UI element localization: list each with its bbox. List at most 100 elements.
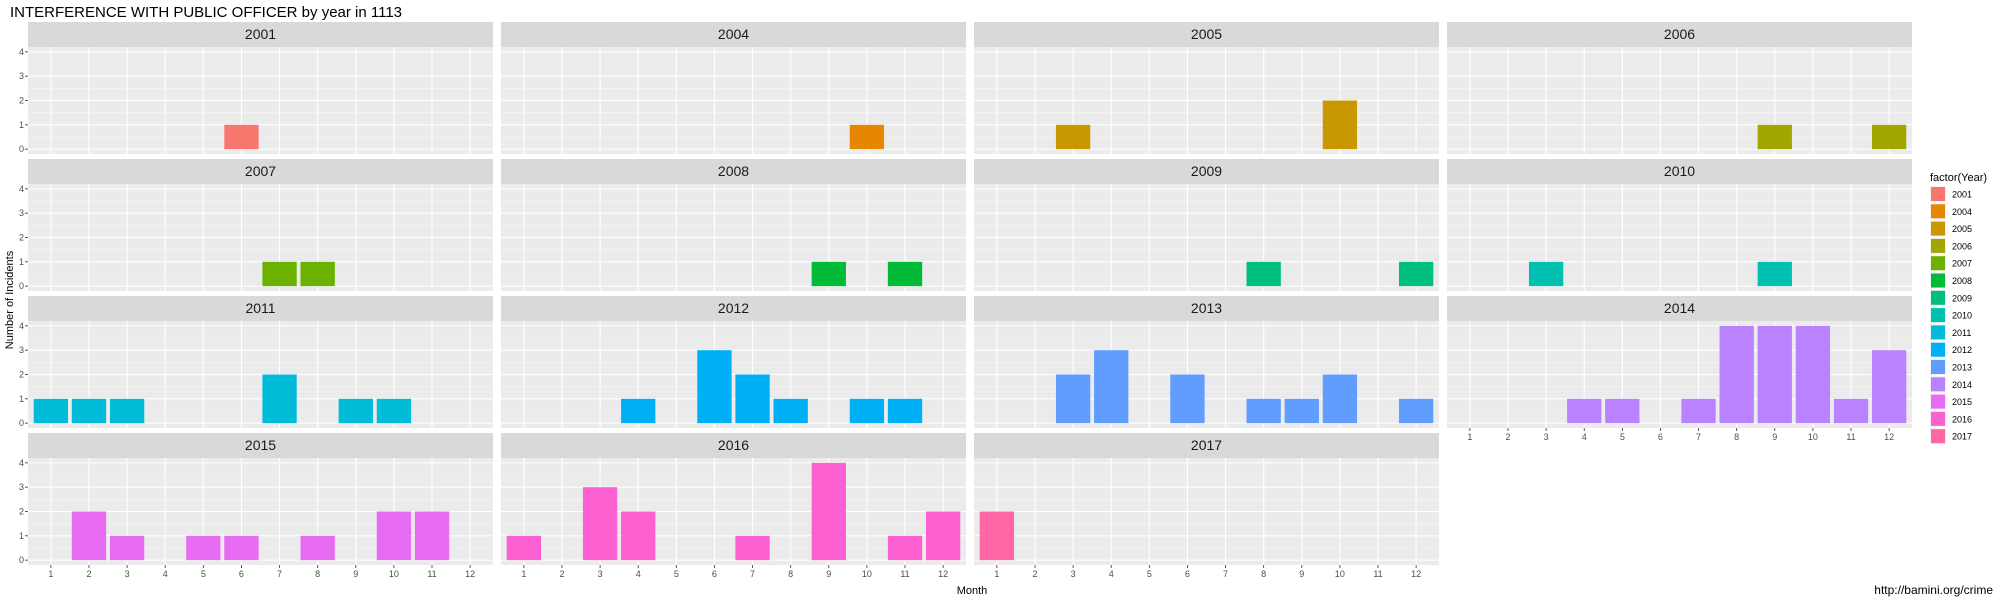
x-axis-title: Month	[957, 585, 988, 597]
facet-strip	[28, 22, 493, 47]
bar-2016-3	[582, 487, 618, 561]
legend-swatch-2017	[1931, 429, 1945, 444]
bar-2012-8	[773, 398, 808, 424]
x-tick-label: 8	[1734, 432, 1739, 442]
x-tick-label: 9	[353, 569, 358, 579]
bar-2015-6	[224, 535, 259, 561]
facet-strip-label: 2005	[1191, 26, 1222, 42]
bar-2014-5	[1605, 398, 1640, 424]
x-tick-label: 9	[1299, 569, 1304, 579]
bar-2016-11	[887, 535, 923, 561]
y-tick-label: 4	[19, 184, 24, 194]
legend-label-2013: 2013	[1952, 363, 1972, 373]
x-tick-label: 8	[315, 569, 320, 579]
bar-2009-12	[1398, 261, 1434, 287]
facet-panel-2004: 2004	[501, 22, 966, 154]
legend-swatch-2001	[1931, 187, 1945, 201]
facet-strip	[28, 159, 493, 184]
facet-strip	[974, 22, 1439, 47]
bar-2014-7	[1681, 398, 1716, 424]
y-tick-label: 0	[19, 144, 24, 154]
legend-label-2005: 2005	[1952, 224, 1972, 234]
y-tick-label: 3	[19, 71, 24, 81]
y-tick-label: 0	[19, 281, 24, 291]
bar-2006-12	[1871, 124, 1907, 150]
legend-swatch-2009	[1931, 290, 1945, 305]
facet-strip	[501, 159, 966, 184]
y-tick-label: 0	[19, 418, 24, 428]
x-tick-label: 11	[1373, 569, 1382, 579]
bar-2011-10	[376, 398, 412, 424]
bar-2015-11	[414, 511, 450, 561]
facet-strip	[28, 296, 493, 321]
legend-swatch-2014	[1931, 377, 1945, 392]
y-tick-label: 1	[19, 120, 24, 130]
x-tick-label: 6	[712, 569, 717, 579]
legend-label-2001: 2001	[1952, 190, 1972, 200]
x-tick-label: 12	[465, 569, 475, 579]
x-tick-label: 3	[1544, 432, 1549, 442]
legend-label-2012: 2012	[1952, 345, 1972, 355]
bar-2011-9	[338, 398, 373, 424]
y-tick-label: 4	[19, 458, 24, 468]
legend-label-2010: 2010	[1952, 311, 1972, 321]
facet-strip	[1447, 296, 1912, 321]
facet-panel-2012: 2012	[501, 296, 966, 428]
bar-2012-10	[849, 398, 885, 424]
x-tick-label: 4	[636, 569, 641, 579]
bar-2014-8	[1719, 325, 1754, 424]
x-tick-label: 6	[239, 569, 244, 579]
bar-2012-7	[735, 374, 770, 424]
x-tick-label: 12	[1411, 569, 1421, 579]
bar-2016-4	[621, 511, 656, 561]
legend-swatch-2006	[1931, 238, 1945, 253]
bar-2015-8	[300, 535, 335, 561]
x-tick-label: 7	[1223, 569, 1228, 579]
legend-label-2014: 2014	[1952, 380, 1972, 390]
bar-2013-6	[1170, 374, 1205, 424]
facet-strip	[1447, 22, 1912, 47]
bar-2008-9	[811, 261, 846, 287]
bar-2010-3	[1528, 261, 1564, 287]
bar-2013-12	[1398, 398, 1434, 424]
legend-label-2016: 2016	[1952, 414, 1972, 424]
bar-2010-9	[1757, 261, 1792, 287]
x-tick-label: 8	[1261, 569, 1266, 579]
bar-2005-10	[1322, 100, 1358, 150]
legend-swatch-2005	[1931, 221, 1945, 236]
x-tick-label: 7	[1696, 432, 1701, 442]
chart-title: INTERFERENCE WITH PUBLIC OFFICER by year…	[10, 4, 402, 21]
facet-strip-label: 2008	[718, 163, 749, 179]
legend-label-2011: 2011	[1952, 328, 1971, 338]
y-tick-label: 0	[19, 555, 24, 565]
x-tick-label: 1	[994, 569, 999, 579]
facet-strip-label: 2013	[1191, 300, 1222, 316]
x-tick-label: 3	[598, 569, 603, 579]
legend-swatch-2010	[1931, 308, 1945, 323]
facet-strip-label: 2009	[1191, 163, 1222, 179]
legend-label-2006: 2006	[1952, 241, 1972, 251]
facet-strip	[28, 433, 493, 458]
x-tick-label: 7	[277, 569, 282, 579]
y-tick-label: 2	[19, 233, 24, 243]
x-tick-label: 10	[862, 569, 872, 579]
facet-strip	[501, 433, 966, 458]
facet-strip	[974, 296, 1439, 321]
bar-2017-1	[979, 511, 1015, 561]
x-tick-label: 3	[125, 569, 130, 579]
bar-2011-7	[262, 374, 297, 424]
bar-2014-9	[1757, 325, 1792, 424]
x-tick-label: 12	[1884, 432, 1894, 442]
caption: http://bamini.org/crime	[1874, 583, 1993, 597]
bar-2012-6	[697, 350, 732, 424]
y-tick-label: 1	[19, 394, 24, 404]
bar-2011-1	[33, 398, 69, 424]
bar-2012-4	[621, 398, 656, 424]
y-tick-label: 3	[19, 208, 24, 218]
facet-strip-label: 2006	[1664, 26, 1695, 42]
x-tick-label: 2	[559, 569, 564, 579]
facet-strip-label: 2015	[245, 437, 276, 453]
